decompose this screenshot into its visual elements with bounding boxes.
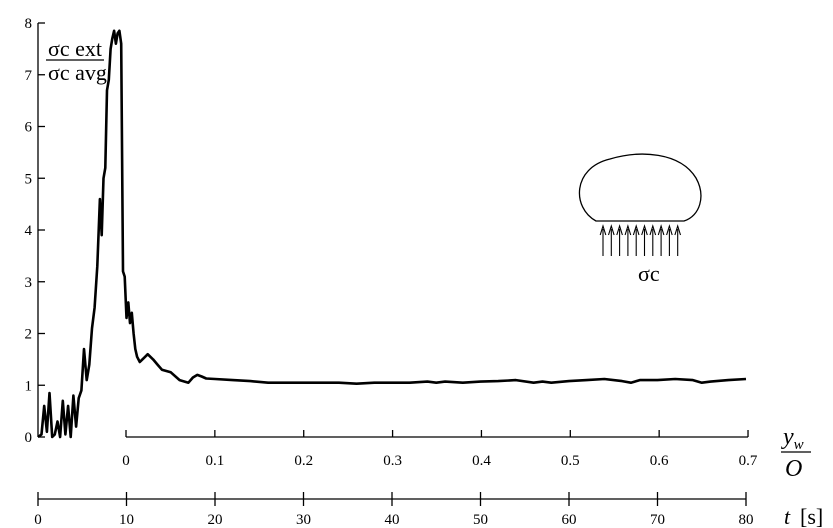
x-yw-tick-label-5: 0.5 <box>561 453 580 469</box>
x-label-t: t <box>784 504 791 528</box>
x-label-unit: [s] <box>800 504 823 528</box>
x-axis-label-time: t [s] <box>784 504 823 528</box>
x-yw-tick-label-6: 0.6 <box>650 453 669 469</box>
x-time-tick-label-4: 40 <box>385 512 400 528</box>
dome-shape <box>578 153 702 222</box>
inset-diagram: σc <box>578 153 702 286</box>
pressure-arrow-5 <box>641 224 648 256</box>
x-yw-tick-label-4: 0.4 <box>472 453 491 469</box>
pressure-arrow-8 <box>666 224 673 256</box>
x-time-tick-label-6: 60 <box>562 512 577 528</box>
x-time-tick-label-7: 70 <box>650 512 665 528</box>
y-tick-label-8: 8 <box>25 16 33 32</box>
pressure-arrow-4 <box>632 224 640 256</box>
x-label-yw-num: yw <box>781 424 804 453</box>
y-tick-label-1: 1 <box>25 378 33 394</box>
x-yw-tick-label-2: 0.2 <box>294 453 313 469</box>
x-time-tick-label-1: 10 <box>119 512 134 528</box>
y-label-denominator: σc avg <box>48 60 107 85</box>
x-axis-yw-o: 0 0.1 0.2 0.3 0.4 0.5 0.6 0.7 <box>122 430 758 469</box>
pressure-arrow-9 <box>674 224 682 256</box>
x-label-yw-sub: w <box>794 437 804 453</box>
x-time-tick-label-8: 80 <box>739 512 754 528</box>
x-yw-tick-label-7: 0.7 <box>739 453 758 469</box>
y-tick-label-5: 5 <box>25 171 33 187</box>
pressure-arrow-2 <box>616 224 623 256</box>
y-tick-label-4: 4 <box>25 223 33 239</box>
x-axis-label-yw-o: yw O <box>781 424 811 482</box>
series-line <box>37 29 747 439</box>
x-time-tick-label-5: 50 <box>473 512 488 528</box>
y-tick-label-6: 6 <box>25 120 33 136</box>
y-tick-label-0: 0 <box>25 430 33 446</box>
x-axis-time: 0 10 20 30 40 50 60 70 80 <box>34 492 754 528</box>
x-time-tick-label-0: 0 <box>34 512 42 528</box>
x-yw-tick-label-0: 0 <box>122 453 130 469</box>
pressure-arrow-6 <box>649 224 657 256</box>
pressure-arrow-3 <box>624 224 632 256</box>
pressure-arrows <box>599 224 682 256</box>
pressure-arrow-0 <box>599 224 607 256</box>
y-label-numerator-text: σc ext <box>48 36 102 61</box>
x-label-o-den: O <box>785 456 802 482</box>
pressure-arrow-7 <box>657 224 665 256</box>
pressure-arrow-1 <box>607 224 615 256</box>
x-yw-tick-label-1: 0.1 <box>205 453 224 469</box>
y-tick-labels: 0 1 2 3 4 5 6 7 8 <box>25 16 33 446</box>
y-axis-label: σc ext σc avg <box>46 36 107 85</box>
y-tick-label-7: 7 <box>25 68 33 84</box>
y-axis <box>37 22 45 438</box>
y-tick-label-2: 2 <box>25 327 33 343</box>
inset-label-sigma-c: σc <box>638 261 660 286</box>
x-time-tick-label-2: 20 <box>208 512 223 528</box>
x-yw-tick-label-3: 0.3 <box>383 453 402 469</box>
y-label-denominator-text: σc avg <box>48 60 107 85</box>
y-tick-label-3: 3 <box>25 275 33 291</box>
x-time-tick-label-3: 30 <box>296 512 311 528</box>
y-label-numerator: σc ext <box>48 36 102 61</box>
